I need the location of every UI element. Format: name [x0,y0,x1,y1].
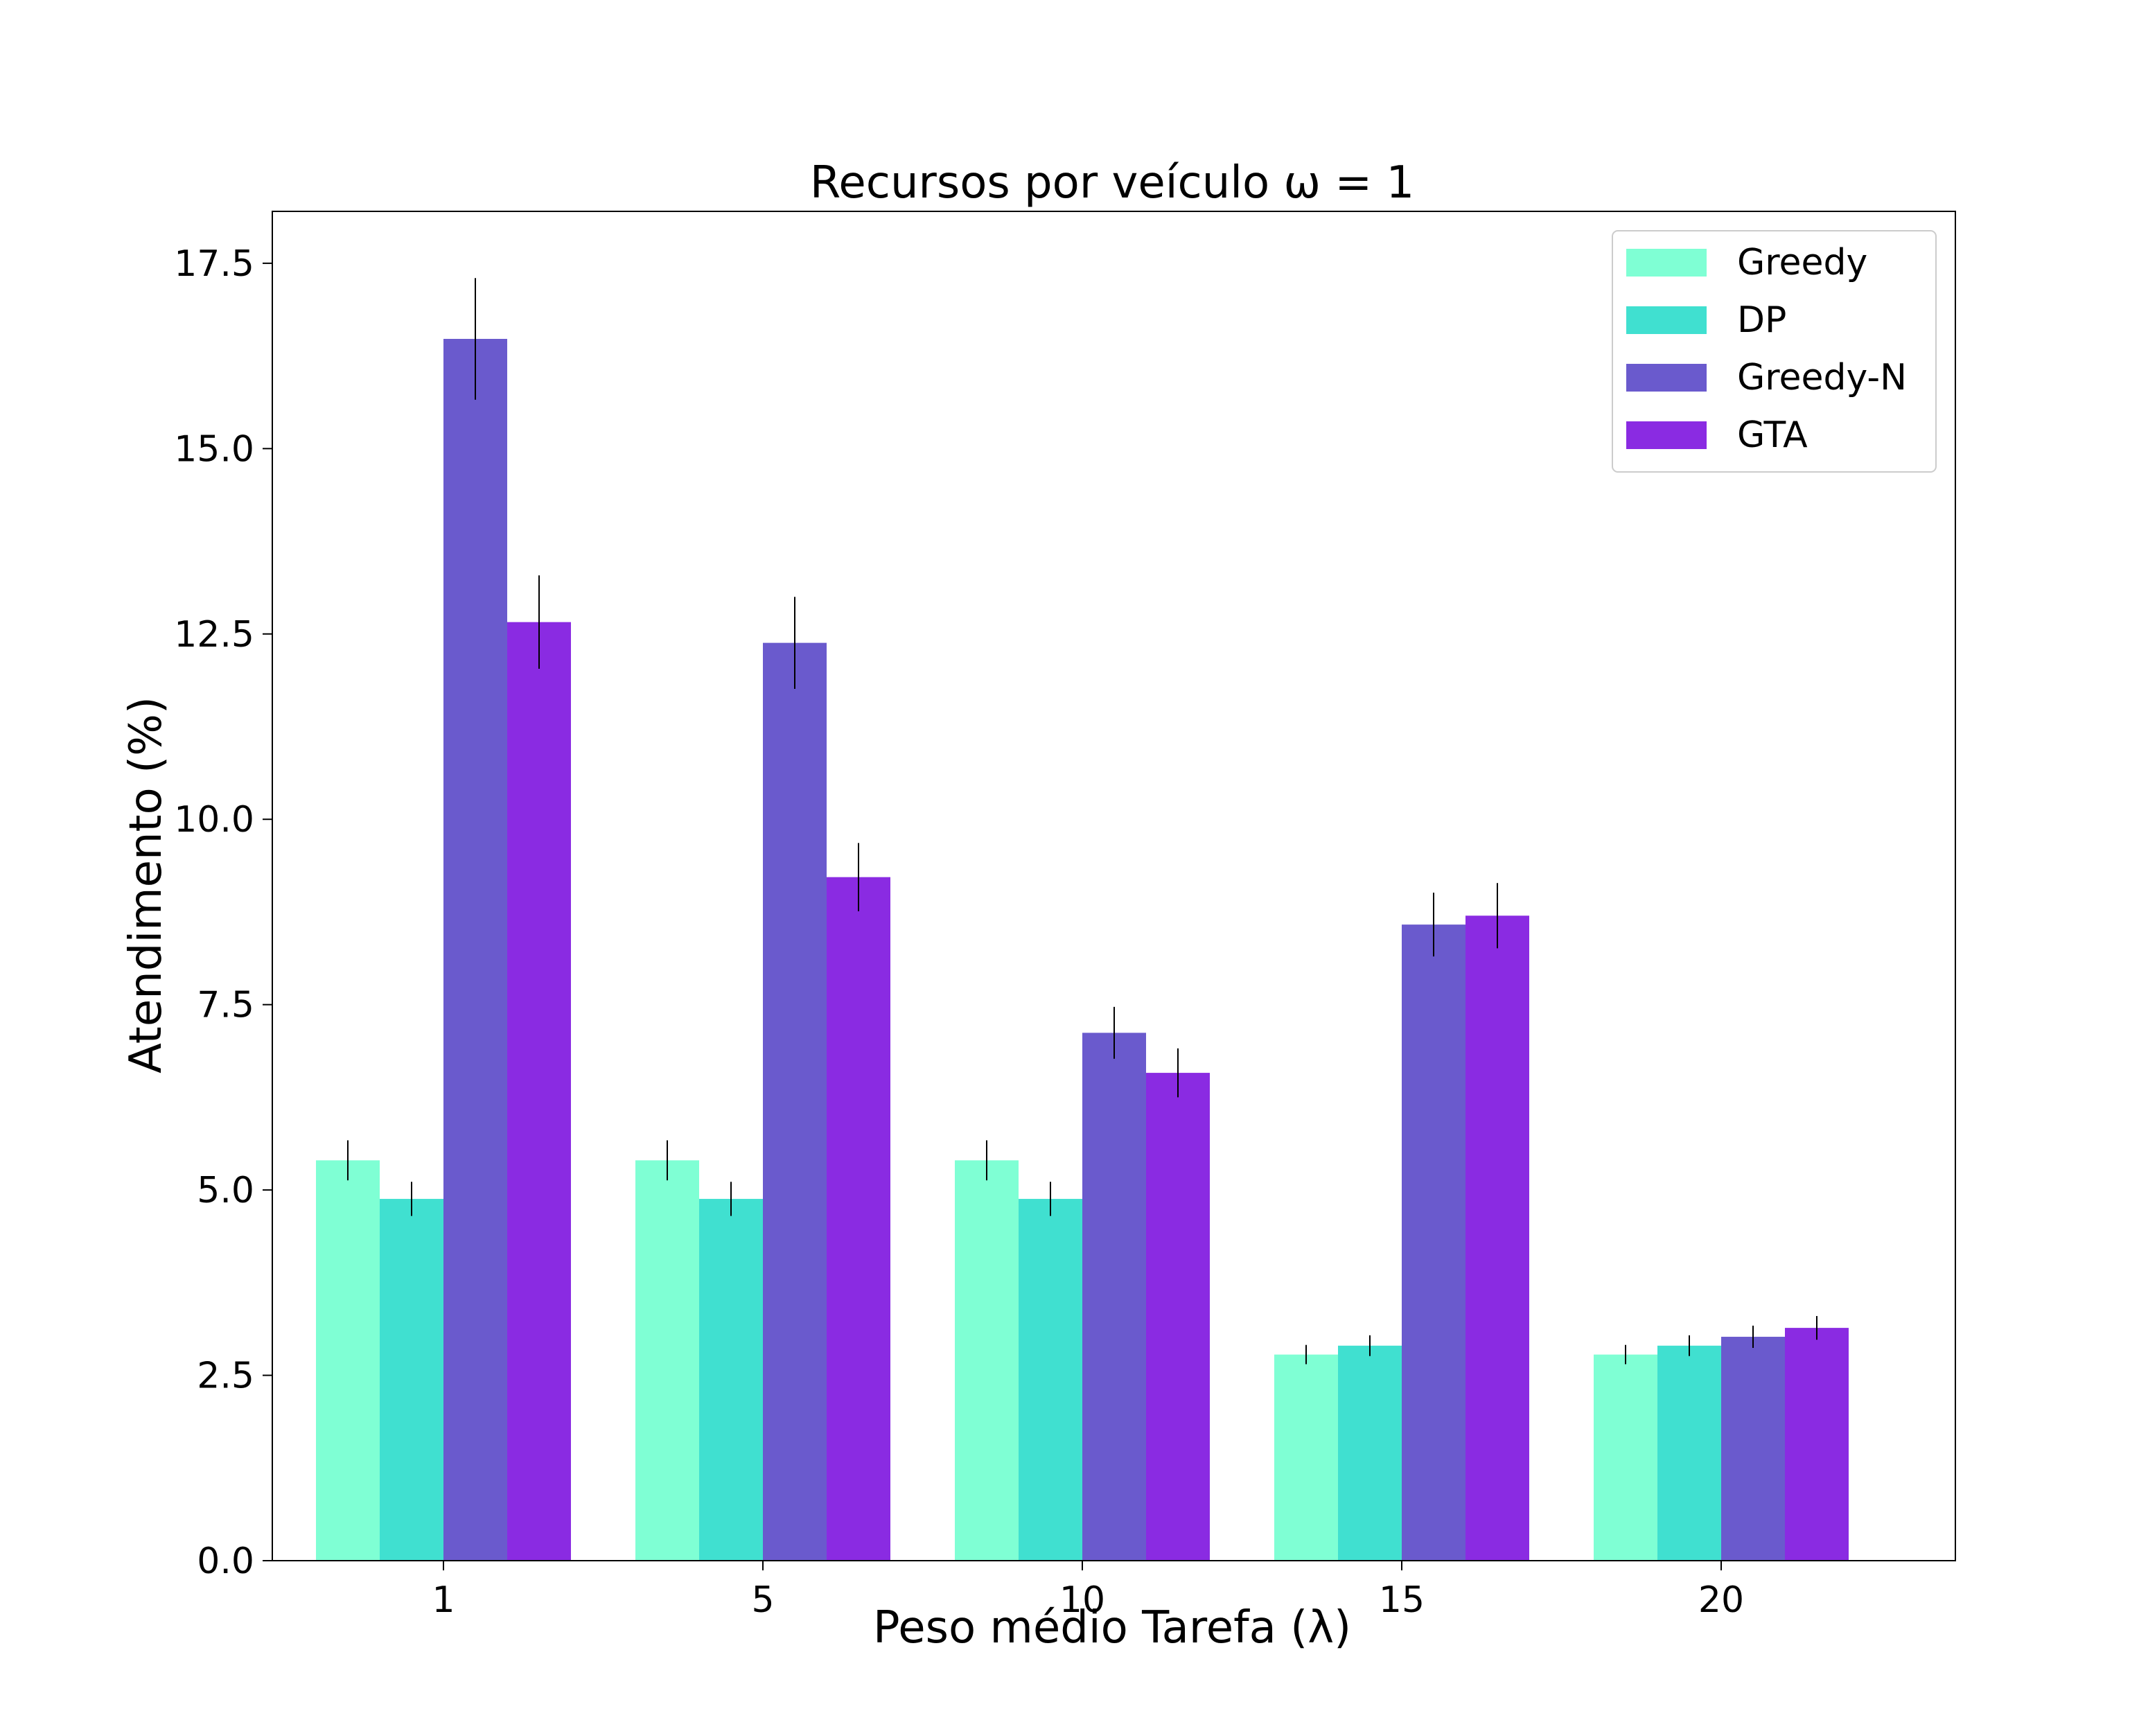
bar [827,877,890,1561]
y-axis-label: Atendimento (%) [121,696,172,1073]
x-tick-label: 10 [1059,1579,1105,1621]
bar [1019,1198,1082,1561]
bar [1402,924,1465,1561]
bar [507,622,571,1561]
y-tick-label: 10.0 [174,799,254,841]
bar [1146,1073,1210,1561]
bar [1657,1345,1721,1561]
legend-label: DP [1737,299,1786,341]
x-tick-label: 15 [1379,1579,1425,1621]
plot-frame [272,211,1956,1561]
series-greedy-n [443,339,1785,1561]
bar [1465,915,1529,1561]
legend-label: Greedy [1737,242,1867,283]
x-tick-label: 5 [751,1579,774,1621]
y-tick-label: 2.5 [197,1356,254,1397]
bar [1594,1354,1657,1561]
legend-swatch [1626,364,1707,392]
bar [955,1160,1019,1561]
legend-label: GTA [1737,414,1808,456]
bar [1785,1328,1849,1561]
series-gta [507,622,1849,1561]
legend-frame [1612,230,1937,473]
bar [1338,1345,1402,1561]
y-tick-label: 5.0 [197,1170,254,1211]
y-tick-label: 12.5 [174,614,254,656]
series-greedy [316,1160,1657,1561]
bar [316,1160,380,1561]
chart-title: Recursos por veículo ω = 1 [810,157,1414,209]
bar [763,642,827,1561]
y-tick-label: 17.5 [174,243,254,285]
series-dp [380,1198,1721,1561]
x-tick-label: 1 [432,1579,455,1621]
legend-swatch [1626,249,1707,277]
legend: Greedy DP Greedy-N GTA [1612,230,1937,473]
bar [1082,1033,1146,1561]
x-tick-label: 20 [1698,1579,1744,1621]
y-tick-label: 7.5 [197,985,254,1026]
bar [1721,1336,1785,1561]
legend-label: Greedy-N [1737,357,1907,398]
y-tick-label: 15.0 [174,428,254,470]
bar [1274,1354,1338,1561]
bar [699,1198,763,1561]
bar [635,1160,699,1561]
plot-area: 0.02.55.07.510.012.515.017.51 5 10 15 20 [174,211,1956,1621]
y-tick-label: 0.0 [197,1541,254,1582]
x-axis-label: Peso médio Tarefa (λ) [873,1602,1351,1654]
legend-swatch [1626,421,1707,449]
bar [443,339,507,1561]
bar [380,1198,443,1561]
legend-swatch [1626,306,1707,334]
